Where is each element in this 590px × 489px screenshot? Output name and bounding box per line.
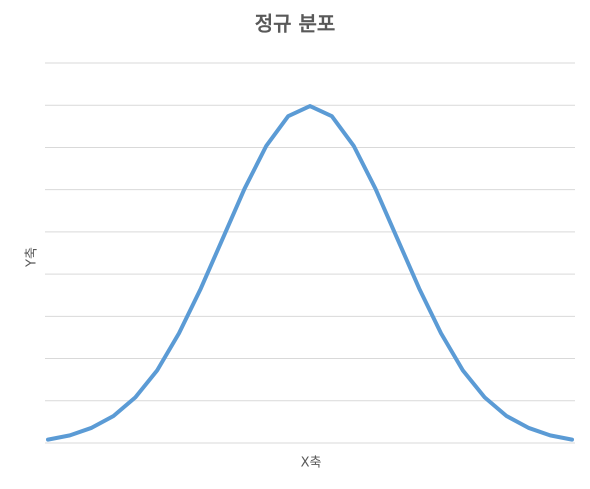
chart-title: 정규 분포	[255, 12, 336, 36]
y-axis-label: Y축	[25, 247, 40, 268]
line-series	[46, 104, 574, 442]
x-axis-label: X축	[301, 456, 322, 471]
